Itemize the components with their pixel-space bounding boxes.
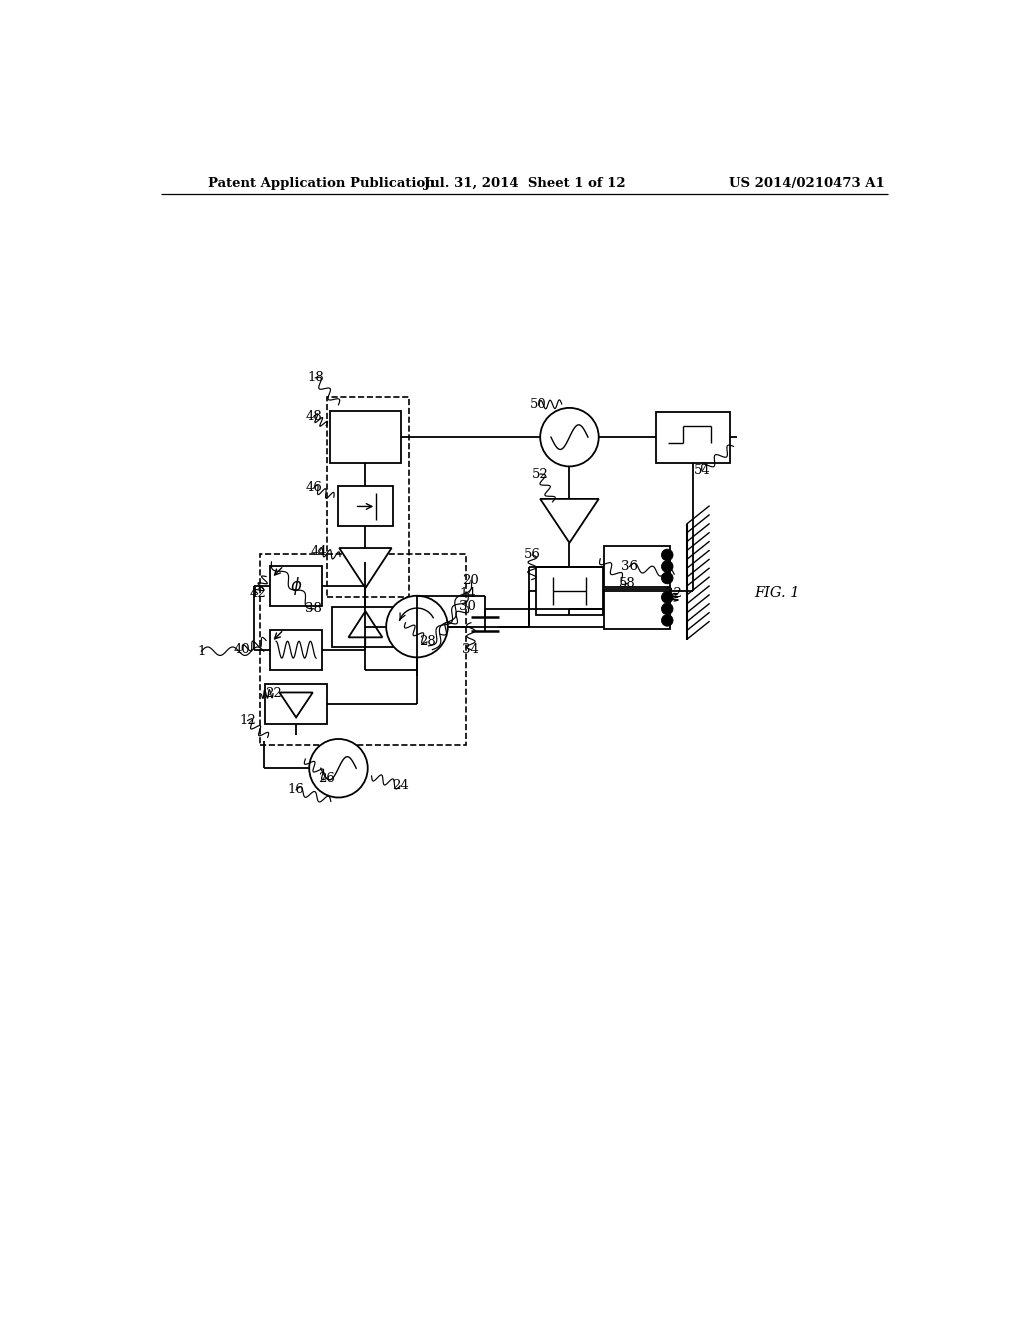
Text: 26: 26 <box>318 772 335 785</box>
Bar <box>655 412 730 462</box>
Circle shape <box>662 561 673 573</box>
Polygon shape <box>280 693 312 718</box>
Polygon shape <box>541 499 599 543</box>
Text: $\phi$: $\phi$ <box>290 574 302 597</box>
Text: Jul. 31, 2014  Sheet 1 of 12: Jul. 31, 2014 Sheet 1 of 12 <box>424 177 626 190</box>
Text: 18: 18 <box>307 371 324 384</box>
Text: 34: 34 <box>463 643 479 656</box>
Circle shape <box>662 549 673 561</box>
Text: 32: 32 <box>665 587 682 601</box>
Text: 54: 54 <box>693 463 711 477</box>
Text: 42: 42 <box>249 587 266 601</box>
Bar <box>330 411 400 463</box>
Text: 28: 28 <box>419 635 435 648</box>
Text: 14: 14 <box>460 587 476 601</box>
Text: Patent Application Publication: Patent Application Publication <box>208 177 434 190</box>
Bar <box>338 487 393 527</box>
Circle shape <box>662 615 673 626</box>
Polygon shape <box>348 611 382 638</box>
Text: 58: 58 <box>618 577 636 590</box>
Bar <box>604 589 671 628</box>
Bar <box>327 397 410 598</box>
Circle shape <box>386 595 447 657</box>
Text: 38: 38 <box>305 602 323 615</box>
Text: 50: 50 <box>530 399 547 412</box>
Bar <box>270 566 323 606</box>
Text: 20: 20 <box>463 574 479 587</box>
Text: 52: 52 <box>531 467 549 480</box>
Text: 48: 48 <box>305 409 323 422</box>
Text: 1: 1 <box>198 644 206 657</box>
Text: 16: 16 <box>288 783 304 796</box>
Bar <box>270 630 323 669</box>
Text: 12: 12 <box>240 714 256 727</box>
Text: 24: 24 <box>392 779 409 792</box>
Bar <box>260 554 466 744</box>
Text: 40: 40 <box>233 643 251 656</box>
Text: US 2014/0210473 A1: US 2014/0210473 A1 <box>729 177 885 190</box>
Bar <box>536 568 603 615</box>
Circle shape <box>662 603 673 615</box>
Text: 30: 30 <box>460 601 476 612</box>
Circle shape <box>662 591 673 603</box>
Text: 22: 22 <box>264 686 282 700</box>
Circle shape <box>662 573 673 583</box>
Text: 46: 46 <box>305 482 323 495</box>
Bar <box>265 684 327 723</box>
Bar <box>604 546 671 586</box>
Bar <box>332 607 399 647</box>
Text: FIG. 1: FIG. 1 <box>755 586 800 601</box>
Circle shape <box>309 739 368 797</box>
Text: 44: 44 <box>310 545 327 557</box>
Text: 56: 56 <box>524 548 541 561</box>
Polygon shape <box>339 548 391 589</box>
Circle shape <box>541 408 599 466</box>
Text: 36: 36 <box>621 560 638 573</box>
